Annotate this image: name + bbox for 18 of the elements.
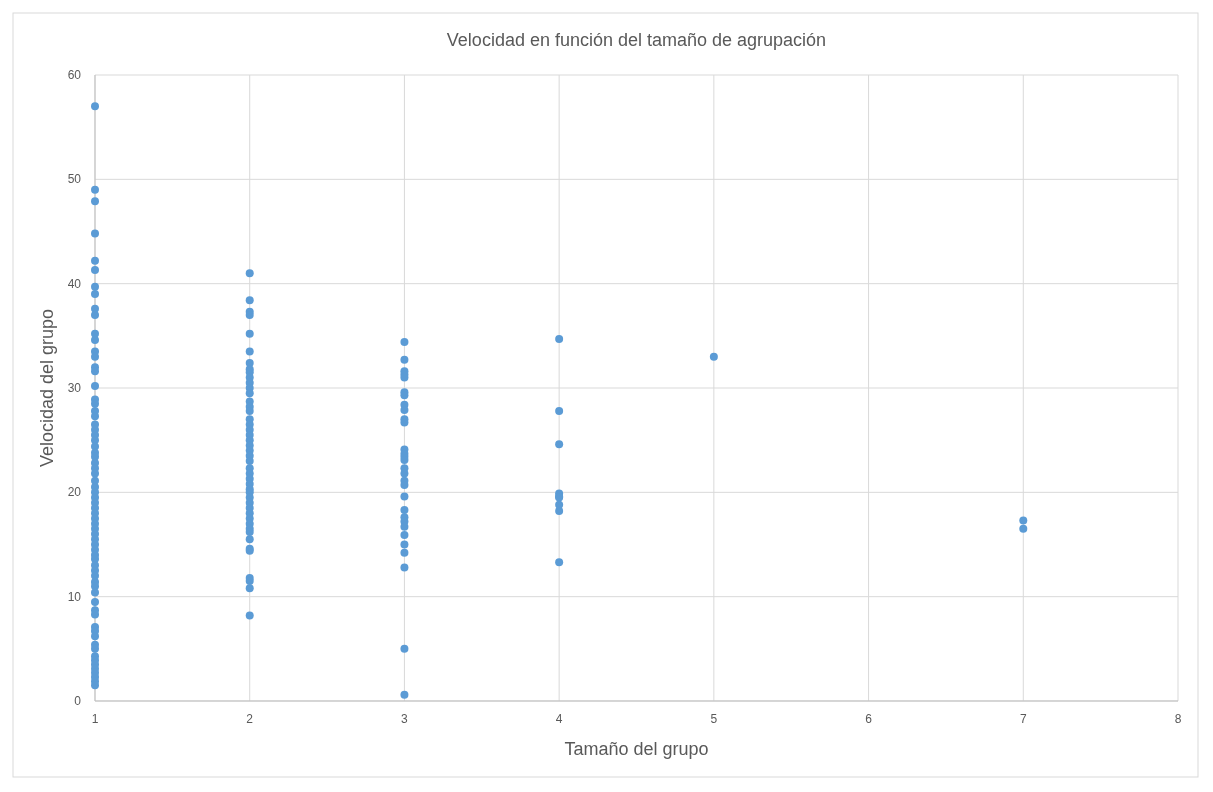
y-tick-label: 20 — [67, 485, 82, 500]
x-tick-label: 7 — [1019, 712, 1027, 726]
x-tick-label: 6 — [865, 712, 873, 726]
y-tick-label: 10 — [67, 589, 82, 604]
x-tick-label: 8 — [1174, 712, 1182, 726]
x-tick-label: 3 — [401, 712, 409, 726]
x-tick-label: 4 — [555, 712, 563, 726]
chart-title: Velocidad en función del tamaño de agrupación — [446, 30, 827, 50]
y-tick-label: 0 — [74, 694, 82, 708]
y-tick-label: 50 — [67, 172, 82, 187]
y-tick-label: 30 — [67, 381, 82, 395]
x-tick-label: 2 — [246, 712, 254, 726]
x-tick-label: 1 — [91, 712, 99, 726]
y-axis-title: Velocidad del grupo — [37, 308, 57, 468]
y-tick-label: 60 — [67, 68, 82, 82]
x-axis-title: Tamaño del grupo — [564, 739, 709, 759]
x-tick-label: 5 — [710, 712, 718, 726]
y-tick-label: 40 — [67, 276, 82, 291]
